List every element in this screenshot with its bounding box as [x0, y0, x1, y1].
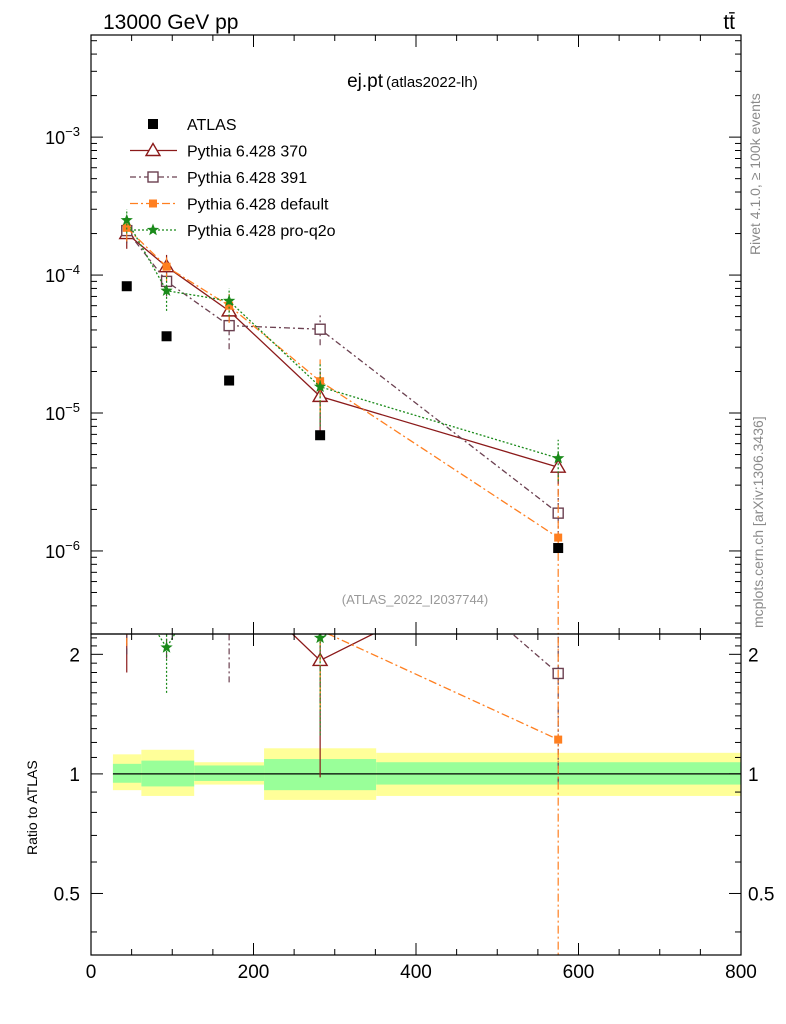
ratio-y-tick-label: 0.5: [54, 884, 80, 905]
ratio-point: [122, 611, 132, 621]
legend-label: Pythia 6.428 370: [187, 144, 307, 161]
legend-entry: Pythia 6.428 default: [130, 197, 329, 214]
legend-label: Pythia 6.428 pro-q2o: [187, 223, 336, 240]
series-line: [126, 227, 559, 539]
data-point: [553, 543, 564, 554]
ratio-point: [222, 566, 236, 578]
legend-label: ATLAS: [187, 117, 237, 134]
ratio-point: [120, 616, 134, 628]
main-plot-panel: [118, 209, 567, 634]
data-point: [552, 451, 565, 464]
x-tick-label: 0: [86, 962, 97, 983]
series-ratio-3: [121, 537, 330, 736]
ratio-point: [121, 578, 133, 590]
ratio-y-tick-label-right: 1: [748, 765, 759, 786]
data-point: [121, 281, 132, 292]
series-line: [126, 219, 559, 459]
rivet-label: Rivet 4.1.0, ≥ 100k events: [747, 93, 763, 255]
legend-entry: ATLAS: [148, 117, 237, 134]
ratio-point: [224, 611, 234, 621]
plot-subtitle: (atlas2022-lh): [386, 74, 478, 91]
series-atlas-data: [121, 281, 564, 554]
legend-marker: [144, 142, 162, 157]
data-point: [313, 380, 327, 392]
data-point: [315, 430, 326, 441]
ratio-point: [163, 569, 171, 577]
ratio-point: [313, 634, 327, 644]
series-main-3: [120, 209, 565, 482]
ratio-y-tick-label-right: 2: [748, 645, 759, 666]
legend-entry: Pythia 6.428 pro-q2o: [130, 223, 336, 240]
legend-marker: [149, 199, 157, 208]
series-main-2: [122, 216, 563, 634]
ratio-point: [160, 566, 174, 578]
data-point: [224, 375, 235, 386]
series-line: [126, 230, 559, 514]
legend: ATLAS Pythia 6.428 370 Pythia 6.428 391 Pyt…: [130, 117, 336, 240]
data-point: [120, 213, 133, 226]
mcplots-label: mcplots.cern.ch [arXiv:1306.3436]: [750, 416, 766, 628]
x-tick-label: 600: [563, 962, 595, 983]
series-main-0: [118, 221, 567, 486]
legend-marker: [148, 119, 158, 129]
ratio-point: [316, 634, 325, 635]
data-point: [160, 284, 173, 296]
ratio-point: [554, 735, 563, 744]
ratio-point: [162, 611, 172, 621]
ratio-y-axis-label: Ratio to ATLAS: [24, 760, 40, 855]
axes: 0 200 400 600 800 10−6 10−5 10−4 10−3 0.5 0.5 1 1 2 2: [45, 34, 774, 983]
uncertainty-bands: [112, 748, 741, 800]
ratio-point: [123, 602, 131, 610]
legend-label: Pythia 6.428 default: [187, 197, 329, 214]
ratio-point: [315, 463, 325, 473]
legend-label: Pythia 6.428 391: [187, 170, 307, 187]
x-tick-label: 800: [725, 962, 757, 983]
x-tick-label: 400: [400, 962, 432, 983]
y-tick-label: 10−6: [45, 538, 80, 562]
ratio-point: [160, 641, 173, 653]
x-tick-label: 200: [238, 962, 270, 983]
band-inner: [112, 763, 142, 783]
data-point: [161, 331, 172, 342]
legend-entry: Pythia 6.428 370: [130, 142, 307, 161]
ratio-y-tick-label: 2: [69, 645, 80, 666]
ratio-y-tick-label-right: 0.5: [748, 884, 774, 905]
y-tick-label: 10−4: [45, 262, 80, 286]
ratio-line: [157, 634, 330, 649]
legend-marker: [147, 171, 159, 183]
ratio-y-tick-label: 1: [69, 765, 80, 786]
data-point: [314, 323, 326, 335]
series-line: [126, 233, 559, 468]
band-inner: [194, 765, 265, 781]
ratio-point: [225, 554, 233, 562]
legend-entry: Pythia 6.428 391: [130, 170, 307, 187]
energy-label: 13000 GeV pp: [103, 11, 238, 34]
data-point: [225, 301, 234, 310]
data-point: [222, 294, 236, 307]
ratio-line: [511, 634, 559, 674]
legend-marker: [146, 223, 160, 236]
ratio-point: [223, 537, 235, 549]
ratio-plot-panel: [112, 463, 741, 955]
y-tick-label: 10−3: [45, 124, 80, 148]
data-point: [162, 262, 171, 271]
watermark: (ATLAS_2022_I2037744): [342, 592, 488, 607]
series-main-1: [121, 220, 564, 551]
plot-title: ej.pt: [347, 71, 384, 92]
process-label: tt̄: [723, 11, 735, 34]
y-tick-label: 10−5: [45, 400, 80, 424]
data-point: [554, 533, 563, 542]
series-ratio-0: [120, 566, 375, 778]
